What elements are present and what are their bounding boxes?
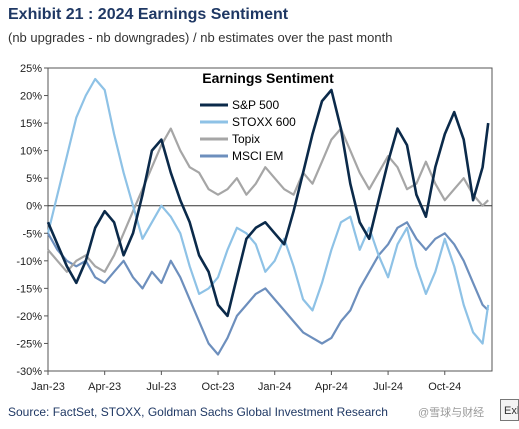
corner-label: Exl: [500, 399, 519, 421]
x-tick-label: Oct-24: [428, 381, 461, 393]
x-tick-label: Jul-23: [146, 381, 176, 393]
series-line-msci-em: [47, 221, 489, 356]
legend-label: Topix: [232, 132, 260, 146]
series-layer: [46, 77, 490, 356]
x-axis: Jan-23 Apr-23 Jul-23 Oct-23 Jan-24 Apr-24 Jul-…: [31, 371, 461, 393]
series-line-s-p-500: [46, 88, 490, 318]
series-line-stoxx-600: [46, 77, 490, 345]
y-tick-label: -30%: [16, 366, 42, 378]
y-axis: 25% 20% 15% 10% 5% 0% -5% -10% -15% -20% -25% -30%: [16, 63, 48, 378]
x-tick-label: Jan-23: [31, 381, 65, 393]
legend-label: STOXX 600: [232, 115, 296, 129]
watermark: @雪球与财经: [418, 407, 485, 419]
source-note: Source: FactSet, STOXX, Goldman Sachs Gl…: [8, 405, 388, 419]
x-tick-label: Jan-24: [258, 381, 292, 393]
y-tick-label: 15%: [20, 118, 42, 130]
y-tick-label: 5%: [26, 173, 42, 185]
y-tick-label: 25%: [20, 63, 42, 75]
y-tick-label: 0%: [26, 201, 42, 213]
legend-label: S&P 500: [232, 98, 279, 112]
y-tick-label: -10%: [16, 256, 42, 268]
exhibit-title: Exhibit 21 : 2024 Earnings Sentiment: [8, 6, 289, 23]
y-tick-label: -15%: [16, 283, 42, 295]
series-line-topix: [47, 127, 489, 273]
y-tick-label: 10%: [20, 146, 42, 158]
chart-container: 25% 20% 15% 10% 5% 0% -5% -10% -15% -20% -25% -30% …: [0, 60, 519, 400]
plot-frame: [47, 67, 493, 372]
y-tick-label: -5%: [22, 228, 42, 240]
legend-label: MSCI EM: [232, 149, 283, 163]
exhibit-subtitle: (nb upgrades - nb downgrades) / nb estim…: [8, 30, 393, 45]
x-tick-label: Apr-24: [315, 381, 348, 393]
earnings-sentiment-chart: 25%20%15%10%5%0%-5%-10%-15%-20%-25%-30% …: [16, 63, 493, 393]
y-tick-label: 20%: [20, 91, 42, 103]
y-tick-label: -25%: [16, 338, 42, 350]
chart-title: Earnings Sentiment: [202, 70, 334, 86]
x-tick-label: Jul-24: [373, 381, 403, 393]
legend: S&P 500 STOXX 600 Topix MSCI EM: [200, 98, 296, 163]
y-tick-label: -20%: [16, 311, 42, 323]
x-tick-label: Apr-23: [88, 381, 121, 393]
x-tick-label: Oct-23: [202, 381, 235, 393]
